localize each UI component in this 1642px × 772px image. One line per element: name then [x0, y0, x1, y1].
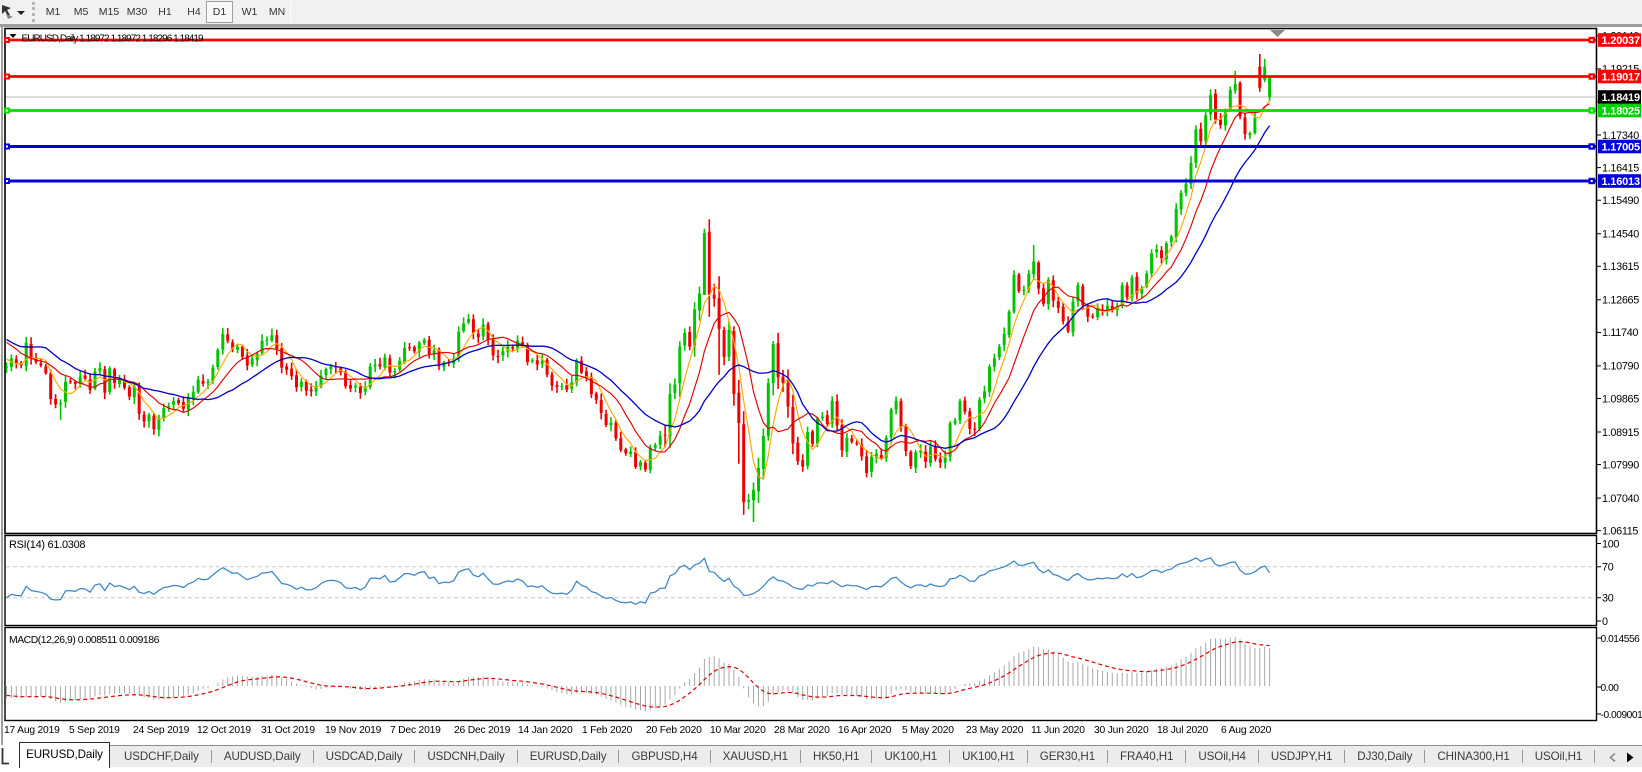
svg-text:1.11740: 1.11740: [1602, 327, 1638, 339]
svg-text:0.014556: 0.014556: [1601, 634, 1641, 645]
svg-text:100: 100: [1602, 538, 1619, 550]
svg-text:1.14540: 1.14540: [1602, 229, 1639, 241]
svg-text:1.15490: 1.15490: [1602, 195, 1639, 207]
svg-text:1.07990: 1.07990: [1602, 459, 1639, 471]
svg-text:11 Jun 2020: 11 Jun 2020: [1031, 725, 1085, 736]
svg-text:1.08915: 1.08915: [1602, 427, 1639, 439]
svg-text:12 Oct 2019: 12 Oct 2019: [197, 725, 251, 736]
svg-text:5 Sep 2019: 5 Sep 2019: [69, 725, 120, 736]
svg-text:1 Feb 2020: 1 Feb 2020: [582, 725, 633, 736]
svg-text:70: 70: [1602, 562, 1614, 574]
svg-text:1.06115: 1.06115: [1602, 525, 1638, 537]
svg-text:0.00: 0.00: [1601, 683, 1620, 694]
svg-text:-0.009001: -0.009001: [1601, 710, 1642, 721]
svg-text:14 Jan 2020: 14 Jan 2020: [518, 725, 573, 736]
svg-text:1.18419: 1.18419: [1602, 92, 1640, 104]
svg-text:31 Oct 2019: 31 Oct 2019: [261, 725, 315, 736]
svg-text:5 May 2020: 5 May 2020: [902, 725, 954, 736]
svg-text:MACD(12,26,9) 0.008511 0.00918: MACD(12,26,9) 0.008511 0.009186: [9, 635, 160, 646]
svg-text:30 Jun 2020: 30 Jun 2020: [1094, 725, 1149, 736]
svg-text:1.19017: 1.19017: [1602, 72, 1640, 84]
svg-text:6 Aug 2020: 6 Aug 2020: [1221, 725, 1272, 736]
svg-text:28 Mar 2020: 28 Mar 2020: [774, 725, 830, 736]
svg-text:26 Dec 2019: 26 Dec 2019: [454, 725, 511, 736]
svg-text:EURUSD,Daily 1.18972 1.18972: EURUSD,Daily 1.18972 1.18972 1.18296 1.1…: [22, 34, 205, 45]
svg-text:18 Jul 2020: 18 Jul 2020: [1157, 725, 1209, 736]
svg-text:10 Mar 2020: 10 Mar 2020: [710, 725, 766, 736]
svg-text:23 May 2020: 23 May 2020: [966, 725, 1024, 736]
svg-text:1.18025: 1.18025: [1602, 106, 1640, 118]
svg-text:RSI(14) 61.0308: RSI(14) 61.0308: [9, 539, 85, 551]
svg-text:1.20037: 1.20037: [1602, 35, 1640, 47]
svg-text:24 Sep 2019: 24 Sep 2019: [133, 725, 190, 736]
svg-text:1.16415: 1.16415: [1602, 162, 1639, 174]
svg-text:1.07040: 1.07040: [1602, 493, 1639, 505]
svg-text:1.10790: 1.10790: [1602, 361, 1639, 373]
svg-text:1.13615: 1.13615: [1602, 261, 1639, 273]
svg-text:1.16013: 1.16013: [1602, 176, 1640, 188]
svg-text:17 Aug 2019: 17 Aug 2019: [4, 725, 60, 736]
svg-text:30: 30: [1602, 593, 1614, 605]
svg-text:7 Dec 2019: 7 Dec 2019: [390, 725, 441, 736]
svg-text:1.12665: 1.12665: [1602, 295, 1639, 307]
svg-text:1.09865: 1.09865: [1602, 393, 1639, 405]
svg-text:19 Nov 2019: 19 Nov 2019: [325, 725, 382, 736]
svg-text:0: 0: [1602, 616, 1608, 628]
svg-text:20 Feb 2020: 20 Feb 2020: [646, 725, 702, 736]
svg-text:1.17005: 1.17005: [1602, 142, 1640, 154]
svg-text:16 Apr 2020: 16 Apr 2020: [838, 725, 892, 736]
